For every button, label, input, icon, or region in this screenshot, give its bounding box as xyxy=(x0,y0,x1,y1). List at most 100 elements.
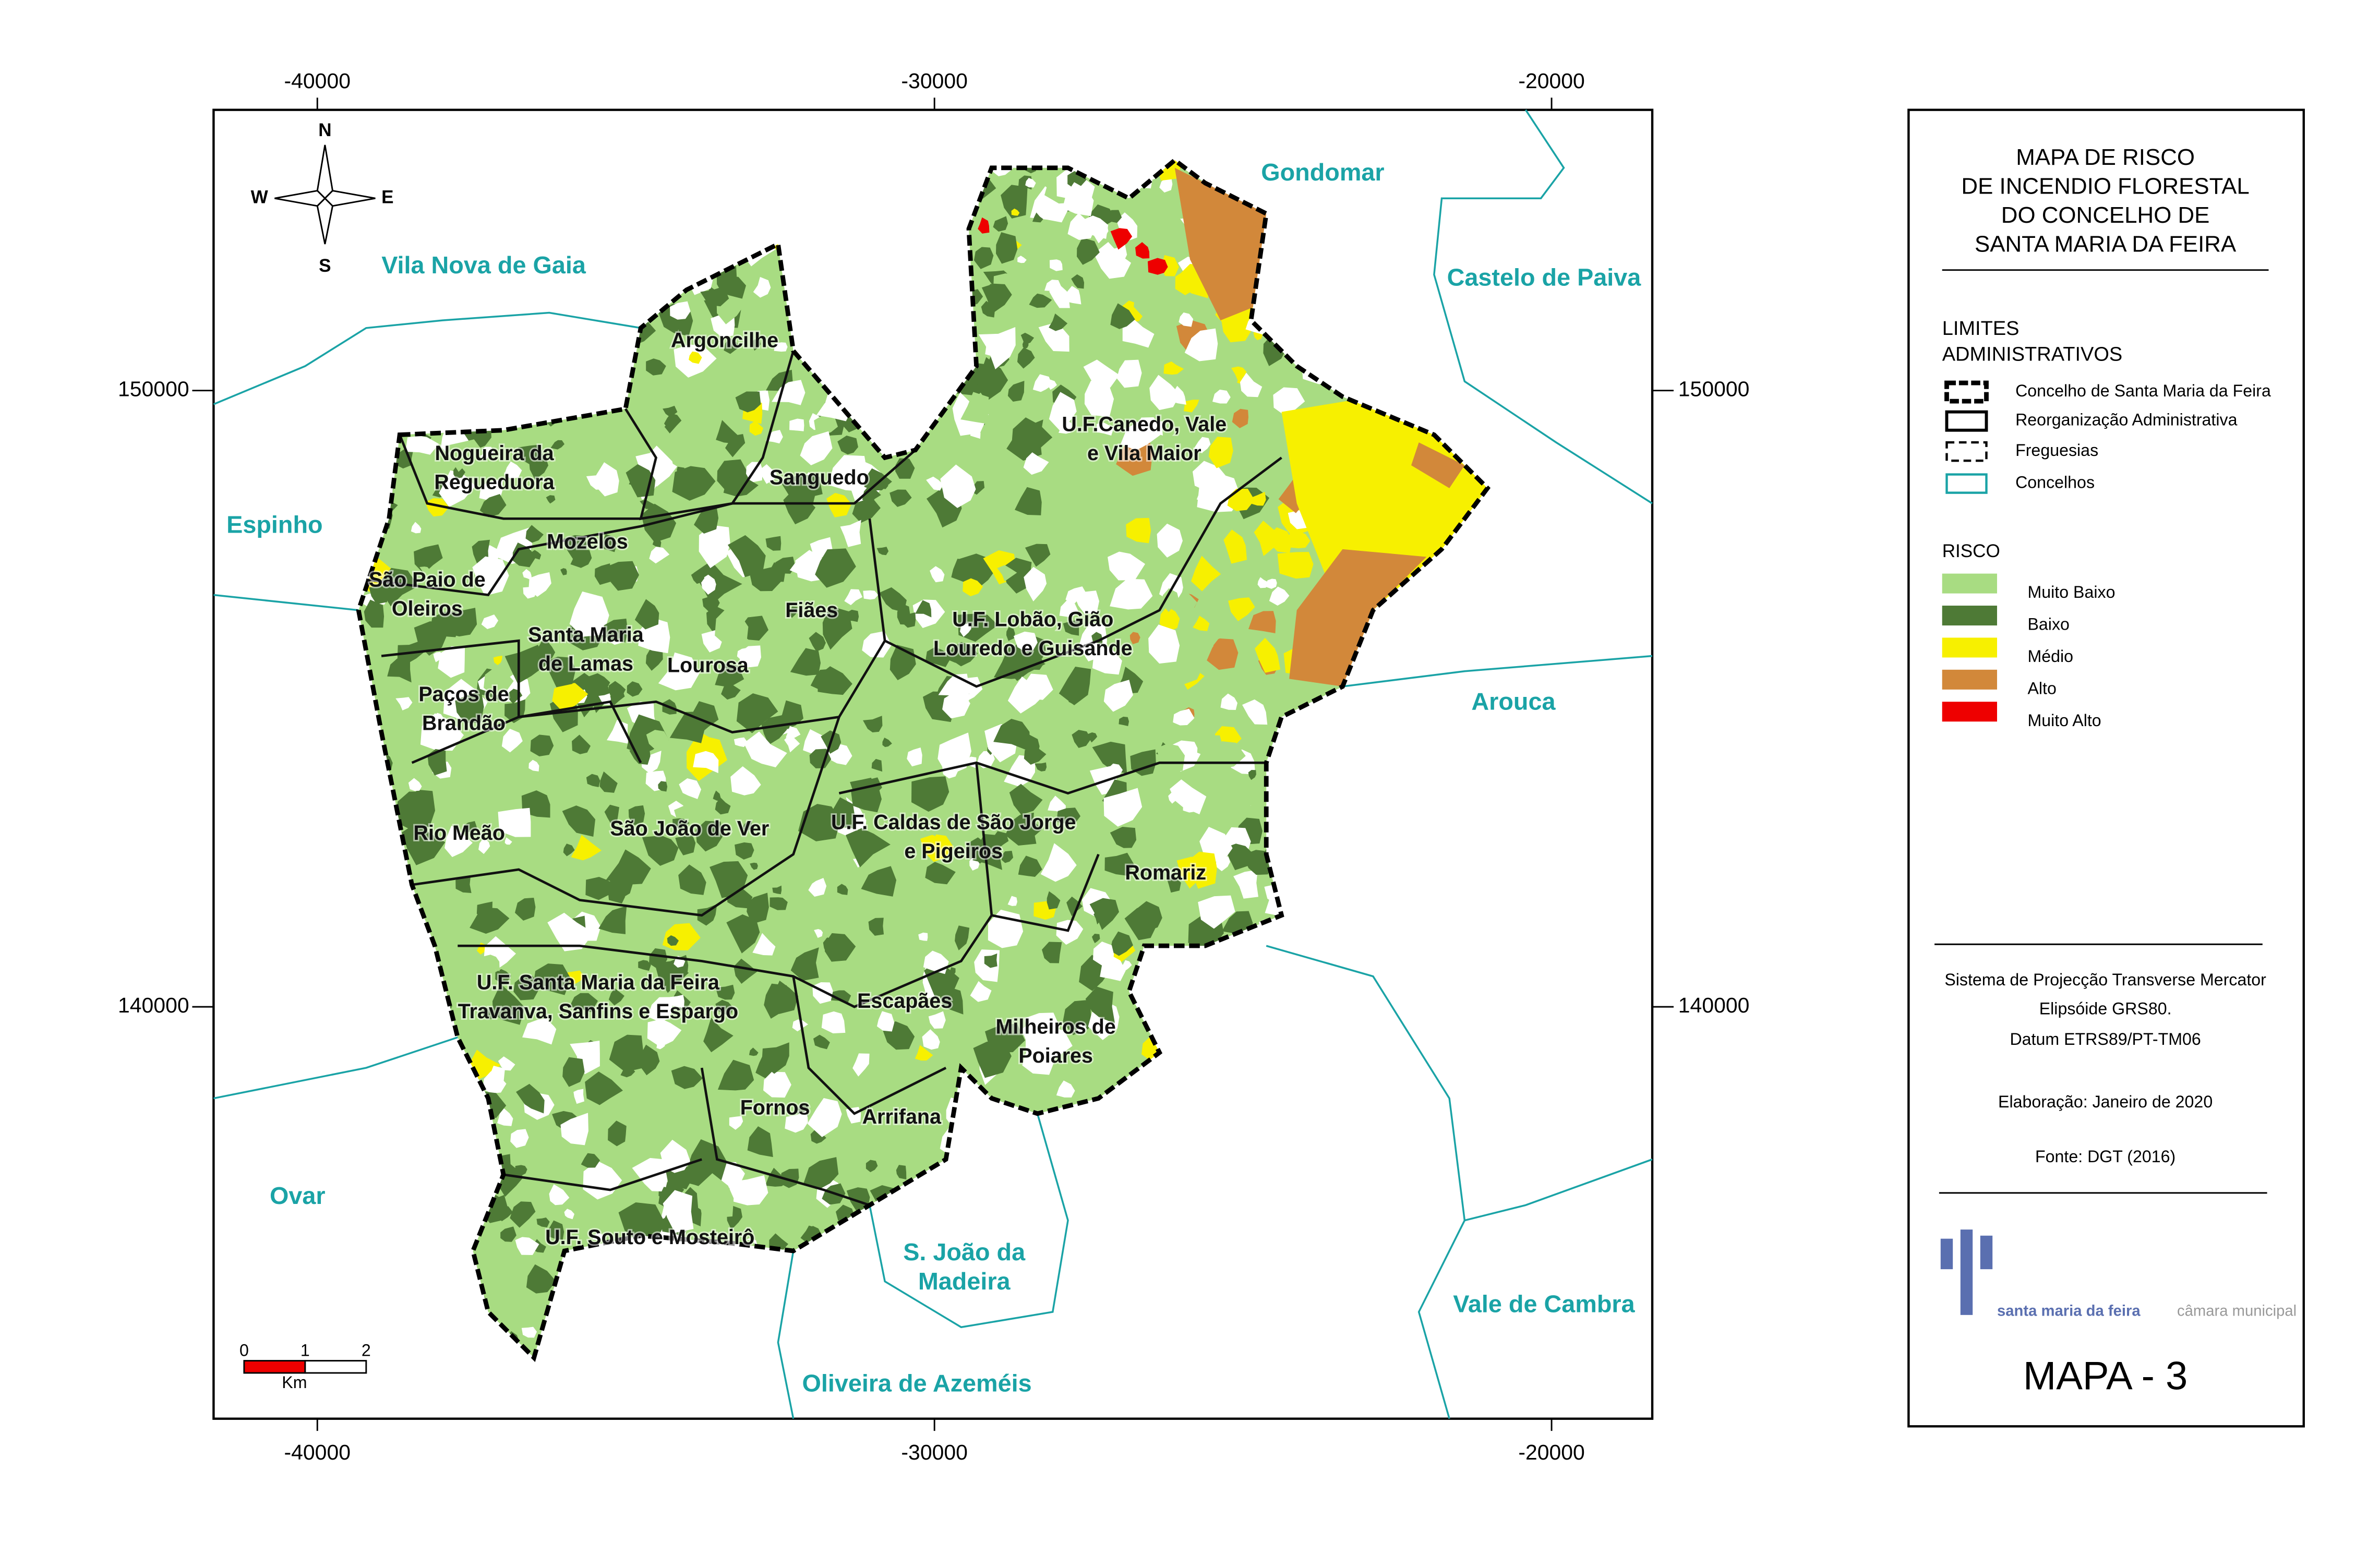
risk-patch xyxy=(1084,380,1114,417)
risk-patch xyxy=(743,731,787,768)
limit-symbol xyxy=(1945,410,1988,432)
risk-patch xyxy=(790,648,821,676)
risk-patch xyxy=(1018,855,1042,877)
x-tick-label: -30000 xyxy=(901,1440,967,1464)
risk-patch xyxy=(525,962,534,973)
y-tick-label: 150000 xyxy=(118,377,189,401)
risk-patch xyxy=(638,960,651,971)
risk-patch xyxy=(984,953,997,968)
risk-patch xyxy=(1109,763,1123,778)
x-tick-label: -20000 xyxy=(1518,69,1584,93)
parish-label: e Pigeiros xyxy=(904,840,1003,863)
risk-patch xyxy=(713,790,722,802)
risk-patch xyxy=(1220,693,1237,710)
risk-patch xyxy=(555,1224,563,1235)
risk-patch xyxy=(1411,442,1465,488)
risk-patch xyxy=(1030,186,1069,223)
parish-label: Santa Maria xyxy=(528,623,644,646)
risk-patch xyxy=(549,1184,570,1206)
risk-patch xyxy=(823,937,838,955)
risk-patch xyxy=(513,975,540,1001)
municipality-line xyxy=(1266,945,1466,1419)
risk-patch xyxy=(788,606,798,618)
risk-patch xyxy=(504,837,512,845)
risk-patch xyxy=(1014,821,1042,838)
risk-patch xyxy=(586,774,600,788)
risk-patch xyxy=(481,614,499,630)
risk-patch xyxy=(840,520,861,547)
limit-symbol xyxy=(1945,473,1988,494)
risk-patch xyxy=(1134,283,1163,318)
risk-patch xyxy=(663,1190,694,1233)
risk-patch xyxy=(545,656,576,688)
legend-box xyxy=(1907,109,2305,1428)
risk-patch xyxy=(432,713,443,723)
risk-patch xyxy=(667,935,679,946)
risk-patch xyxy=(584,485,614,516)
risk-patch xyxy=(920,834,954,862)
limit-symbol xyxy=(1945,441,1988,462)
risk-patch xyxy=(830,797,855,829)
municipality-label: S. João da xyxy=(903,1238,1026,1265)
risk-patch xyxy=(571,835,602,861)
risk-patch xyxy=(765,536,782,551)
risk-patch xyxy=(496,599,515,614)
risk-patch xyxy=(809,632,826,652)
risk-patch xyxy=(1052,223,1072,246)
risk-patch xyxy=(803,1157,839,1189)
risk-patch xyxy=(1011,208,1020,216)
risk-patch xyxy=(730,766,761,795)
parish-line xyxy=(399,434,641,520)
risk-patch xyxy=(1126,517,1151,544)
risk-patch xyxy=(522,1018,557,1045)
risk-patch xyxy=(786,726,801,742)
risk-patch xyxy=(1049,284,1070,308)
x-tick-label: -40000 xyxy=(284,69,351,93)
y-tick-label: 140000 xyxy=(1678,993,1750,1017)
risk-patch xyxy=(1269,586,1290,606)
risk-patch xyxy=(550,440,565,450)
risk-patch xyxy=(564,1209,575,1220)
risk-swatch xyxy=(1942,669,1997,690)
parish-line xyxy=(975,762,1100,932)
risk-patch xyxy=(826,492,852,517)
parish-label: Brandão xyxy=(422,712,506,735)
limit-symbol xyxy=(1944,380,1989,404)
parish-line xyxy=(884,456,1282,688)
parish-line xyxy=(700,1067,870,1207)
risk-patch xyxy=(569,1192,578,1204)
risk-patch xyxy=(725,434,746,457)
info-text: Datum ETRS89/PT-TM06 xyxy=(2010,1030,2201,1048)
risk-patch xyxy=(1042,942,1062,963)
parish-label: e Vila Maior xyxy=(1087,442,1201,465)
risk-patch xyxy=(1092,644,1122,675)
risk-patch xyxy=(1251,491,1266,506)
risk-patch xyxy=(1049,392,1077,431)
risk-patch xyxy=(530,734,554,756)
risk-patch xyxy=(715,606,749,648)
legend-limit-label: Concelho de Santa Maria da Feira xyxy=(2015,381,2271,400)
risk-patch xyxy=(1022,340,1029,349)
risk-patch xyxy=(1289,549,1427,687)
info-text: Fonte: DGT (2016) xyxy=(2035,1147,2175,1166)
risk-patch xyxy=(672,466,716,501)
risk-patch xyxy=(727,535,766,577)
risk-patch xyxy=(599,771,618,793)
logo-mark xyxy=(1940,1230,1993,1315)
risk-patch xyxy=(1007,896,1017,906)
risk-patch xyxy=(1173,708,1195,726)
municipality-label: Gondomar xyxy=(1261,159,1384,186)
municipality-line xyxy=(1433,109,1653,504)
risk-patch xyxy=(1228,597,1255,621)
risk-patch xyxy=(1198,895,1235,929)
risk-patch xyxy=(669,995,684,1008)
risk-patch xyxy=(608,988,624,1006)
risk-patch xyxy=(1072,730,1091,748)
risk-patch xyxy=(1193,437,1211,453)
risk-patch xyxy=(1162,588,1179,612)
risk-patch xyxy=(765,980,799,1014)
municipality-line xyxy=(213,311,641,405)
risk-patch xyxy=(789,558,812,574)
risk-patch xyxy=(1104,852,1134,876)
